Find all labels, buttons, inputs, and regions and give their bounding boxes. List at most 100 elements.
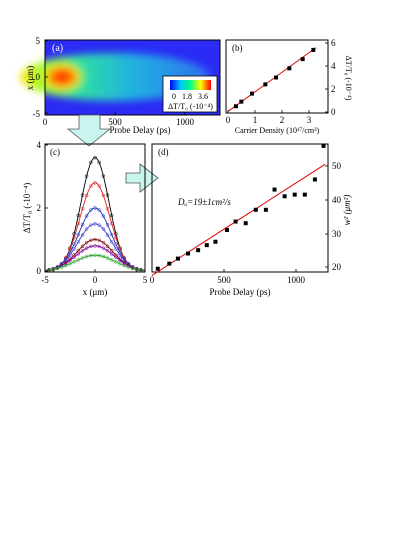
data-point bbox=[263, 207, 268, 212]
profile-point bbox=[76, 252, 81, 256]
fit-line bbox=[151, 163, 326, 276]
profile-point bbox=[118, 253, 122, 257]
panel-d-ytick-50: 50 bbox=[332, 161, 342, 171]
profile-point bbox=[109, 232, 114, 237]
panel-d-plot bbox=[151, 143, 326, 276]
panel-d-ytick-40: 40 bbox=[332, 195, 342, 205]
profile-point bbox=[76, 213, 81, 218]
profile-point bbox=[114, 260, 118, 264]
profile-point bbox=[80, 233, 85, 237]
profile-point bbox=[80, 256, 85, 260]
profile-point bbox=[76, 258, 81, 262]
profile-point bbox=[55, 266, 60, 271]
data-point bbox=[243, 221, 248, 226]
panel-b-frame bbox=[225, 39, 329, 114]
profile-point bbox=[84, 246, 89, 250]
panel-d-ticks bbox=[151, 165, 328, 272]
profile-curve bbox=[44, 254, 146, 271]
profile-point bbox=[76, 232, 81, 237]
panel-d: (d) Dₐ=19±1cm²/s 0 500 1000 Probe Delay … bbox=[150, 143, 352, 297]
profile-point bbox=[122, 263, 127, 268]
profile-point bbox=[135, 267, 139, 271]
profile-curve bbox=[44, 182, 146, 272]
profile-point bbox=[122, 261, 127, 266]
panel-c-ytick-0: 0 bbox=[37, 266, 42, 276]
panel-c-xtick-0: 0 bbox=[93, 275, 98, 285]
data-point bbox=[167, 261, 172, 266]
profile-point bbox=[72, 255, 76, 259]
panel-a: (a) 0 1.8 3.6 ΔT/T₀ (-10⁻⁴) 5 0 -5 x (μm… bbox=[20, 36, 221, 135]
profile-point bbox=[89, 238, 93, 243]
profile-point bbox=[109, 248, 114, 253]
profile-point bbox=[101, 254, 106, 259]
profile-point bbox=[84, 227, 89, 231]
profile-point bbox=[93, 237, 97, 242]
panel-d-xlabel: Probe Delay (ps) bbox=[210, 287, 271, 297]
panel-a-ytick-neg5: -5 bbox=[33, 109, 41, 119]
data-point bbox=[274, 75, 278, 80]
profile-point bbox=[51, 267, 55, 271]
panel-d-ytick-30: 30 bbox=[332, 229, 342, 239]
profile-point bbox=[93, 206, 97, 210]
panel-a-ticks bbox=[44, 40, 186, 115]
profile-point bbox=[101, 193, 106, 198]
panel-d-xtick-1000: 1000 bbox=[287, 275, 306, 285]
data-point bbox=[233, 219, 238, 224]
heatmap-hotspot bbox=[36, 59, 88, 95]
profile-point bbox=[105, 248, 110, 253]
profile-point bbox=[80, 193, 85, 197]
profile-point bbox=[72, 247, 76, 251]
panel-b-plot bbox=[227, 47, 317, 112]
profile-point bbox=[105, 207, 110, 211]
profile-point bbox=[89, 223, 93, 227]
profile-point bbox=[84, 214, 89, 218]
data-point bbox=[175, 256, 180, 261]
data-point bbox=[196, 248, 201, 253]
panel-c-plot bbox=[44, 155, 146, 273]
profile-point bbox=[109, 213, 114, 218]
profile-point bbox=[93, 222, 97, 226]
data-point bbox=[312, 177, 317, 182]
data-point bbox=[302, 192, 307, 197]
panel-d-annotation: Dₐ=19±1cm²/s bbox=[177, 197, 231, 207]
profile-point bbox=[80, 244, 85, 249]
profile-point bbox=[68, 253, 72, 257]
colorbar-tick-0: 0 bbox=[172, 92, 176, 101]
data-point bbox=[287, 66, 292, 71]
panel-b-xtick-1: 1 bbox=[253, 115, 258, 125]
profile-point bbox=[109, 252, 114, 256]
profile-point bbox=[80, 248, 85, 253]
data-point bbox=[155, 266, 160, 271]
data-point bbox=[253, 207, 258, 212]
profile-point bbox=[97, 244, 101, 249]
data-point bbox=[250, 91, 254, 96]
data-point bbox=[213, 239, 218, 244]
profile-point bbox=[68, 262, 72, 266]
profile-point bbox=[89, 208, 93, 212]
profile-point bbox=[72, 242, 76, 246]
panel-c-xtick-neg5: -5 bbox=[41, 275, 49, 285]
profile-point bbox=[47, 268, 51, 272]
profile-point bbox=[97, 208, 101, 212]
colorbar-gradient bbox=[170, 80, 211, 90]
profile-point bbox=[130, 266, 135, 271]
data-point bbox=[239, 99, 244, 104]
profile-point bbox=[105, 193, 110, 197]
panel-c-ytick-4: 4 bbox=[37, 140, 42, 150]
panel-b-ytick-0: 0 bbox=[331, 107, 336, 117]
profile-point bbox=[139, 268, 143, 272]
profile-point bbox=[118, 258, 122, 263]
profile-point bbox=[76, 221, 81, 226]
profile-point bbox=[72, 253, 76, 257]
profile-point bbox=[89, 253, 93, 258]
data-point bbox=[321, 143, 326, 148]
profile-point bbox=[114, 255, 118, 259]
panel-b-ticks bbox=[227, 42, 328, 113]
profile-point bbox=[101, 240, 106, 245]
down-arrow-icon bbox=[66, 114, 112, 147]
panel-d-label: (d) bbox=[158, 147, 169, 157]
data-point bbox=[204, 243, 209, 248]
panel-b-xlabel: Carrier Density (10¹⁷/cm³) bbox=[235, 126, 320, 135]
panel-b-xtick-2: 2 bbox=[280, 115, 285, 125]
